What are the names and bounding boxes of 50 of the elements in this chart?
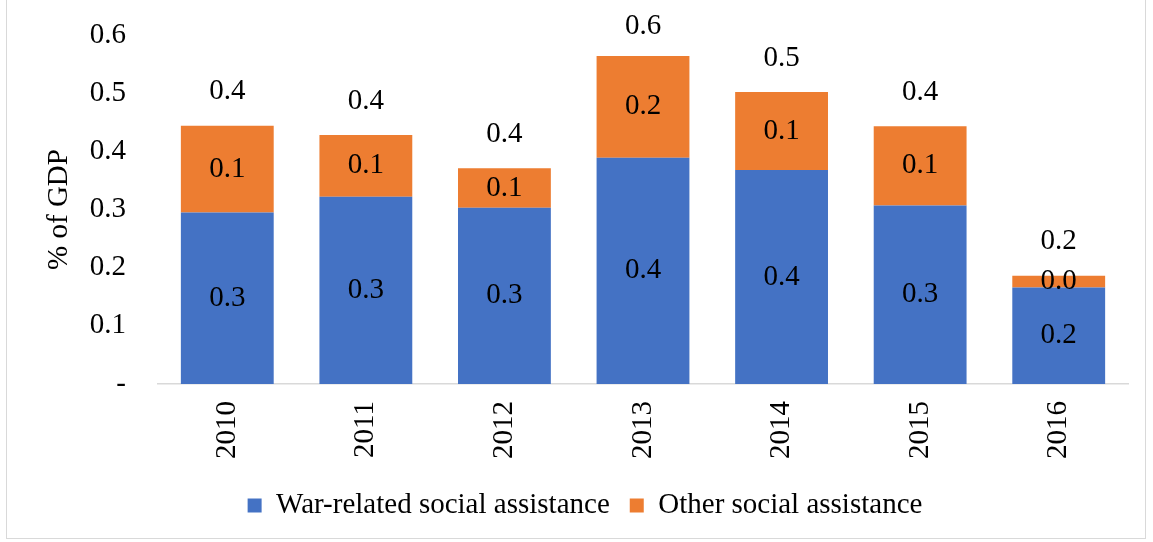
bar	[596, 55, 690, 158]
bar	[596, 157, 690, 384]
x-tick-label: 2012	[486, 401, 519, 459]
y-tick-label: 0.3	[89, 191, 126, 224]
data-label: 0.1	[209, 150, 246, 183]
y-tick-label: 0.2	[89, 249, 126, 282]
total-label: 0.2	[1040, 223, 1077, 256]
bar	[180, 212, 274, 384]
data-label: 0.3	[902, 276, 939, 309]
x-tick-label: 2010	[208, 401, 241, 459]
data-label: 0.2	[1040, 317, 1077, 350]
data-label: 0.2	[624, 88, 662, 121]
bar	[735, 169, 828, 384]
data-label: 0.3	[209, 279, 246, 312]
x-tick-label: 2016	[1040, 401, 1073, 459]
x-tick-label: 2011	[347, 401, 380, 458]
bar	[873, 205, 967, 384]
data-label: 0.4	[624, 252, 662, 285]
total-label: 0.4	[902, 73, 939, 106]
bar	[319, 135, 413, 197]
data-label: 0.1	[347, 147, 384, 180]
bar	[180, 125, 274, 213]
total-label: 0.6	[624, 7, 662, 40]
data-label: 0.3	[347, 271, 384, 304]
y-tick-label: 0.4	[89, 132, 127, 165]
total-label: 0.4	[347, 82, 385, 115]
total-label: 0.4	[209, 73, 246, 106]
bar	[319, 196, 413, 384]
y-axis-title: % of GDP	[41, 149, 74, 270]
legend-label: War-related social assistance	[276, 487, 610, 520]
bar	[1012, 287, 1106, 384]
total-label: 0.4	[486, 115, 524, 148]
y-tick-label: 0.6	[89, 16, 126, 49]
data-label: 0.3	[486, 277, 523, 310]
data-label: 0.1	[486, 169, 523, 202]
y-tick-label: 0.5	[89, 74, 126, 107]
data-label: 0.4	[763, 258, 801, 291]
data-label: 0.1	[902, 147, 939, 180]
bar	[458, 207, 551, 384]
bar	[458, 168, 551, 208]
y-tick-label: 0.1	[89, 307, 126, 340]
data-label: 0.1	[763, 112, 800, 145]
y-tick-label: -	[116, 365, 126, 398]
x-tick-label: 2014	[763, 400, 796, 459]
bar	[873, 126, 967, 206]
x-tick-label: 2013	[624, 401, 657, 459]
bar	[735, 92, 828, 170]
x-tick-label: 2015	[901, 401, 934, 459]
total-label: 0.5	[763, 39, 800, 72]
legend-label: Other social assistance	[658, 487, 923, 520]
